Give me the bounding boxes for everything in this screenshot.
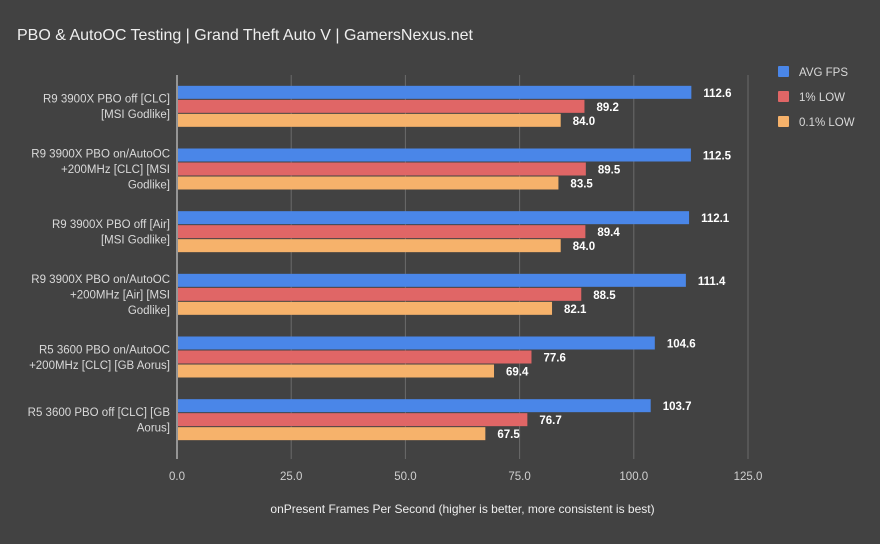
bar-1-low — [178, 287, 582, 301]
category-label: +200MHz [CLC] [GB Aorus] — [29, 360, 170, 372]
data-label: 103.7 — [663, 401, 692, 413]
category-label: R5 3600 PBO on/AutoOC — [39, 344, 170, 356]
x-tick-label: 75.0 — [508, 471, 530, 483]
bar-1-low — [178, 350, 532, 364]
data-label: 83.5 — [570, 179, 593, 191]
data-label: 89.2 — [596, 102, 618, 114]
category-label: R9 3900X PBO off [Air] — [52, 219, 170, 231]
category-label: Godlike] — [128, 305, 170, 317]
data-label: 89.4 — [597, 227, 620, 239]
data-label: 84.0 — [573, 241, 595, 253]
category-label: R9 3900X PBO off [CLC] — [43, 94, 170, 106]
legend-swatch — [778, 116, 789, 127]
data-label: 69.4 — [506, 367, 529, 379]
data-label: 104.6 — [667, 339, 696, 351]
legend-swatch — [778, 66, 789, 77]
chart-title: PBO & AutoOC Testing | Grand Theft Auto … — [17, 27, 473, 44]
data-label: 84.0 — [573, 116, 595, 128]
x-tick-label: 125.0 — [734, 471, 763, 483]
legend-label: 0.1% LOW — [799, 117, 855, 129]
bar-1-low — [178, 162, 586, 176]
category-label: +200MHz [CLC] [MSI — [61, 164, 170, 176]
bar-avg-fps — [178, 336, 655, 350]
bar-0-1-low — [178, 427, 486, 441]
x-axis-label: onPresent Frames Per Second (higher is b… — [270, 502, 655, 516]
bar-avg-fps — [178, 85, 692, 99]
data-label: 82.1 — [564, 304, 587, 316]
legend-label: AVG FPS — [799, 67, 848, 79]
x-tick-label: 0.0 — [169, 471, 185, 483]
data-label: 88.5 — [593, 290, 616, 302]
bar-1-low — [178, 413, 528, 427]
category-label: R9 3900X PBO on/AutoOC — [31, 149, 170, 161]
data-label: 112.6 — [703, 88, 731, 100]
bar-0-1-low — [178, 239, 561, 253]
bar-avg-fps — [178, 273, 686, 287]
bar-avg-fps — [178, 148, 691, 162]
data-label: 76.7 — [539, 415, 561, 427]
data-label: 89.5 — [598, 165, 621, 177]
data-label: 111.4 — [698, 276, 726, 288]
category-label: Aorus] — [137, 422, 170, 434]
category-label: R5 3600 PBO off [CLC] [GB — [28, 407, 171, 419]
category-label: +200MHz [Air] [MSI — [70, 289, 170, 301]
bar-1-low — [178, 99, 585, 113]
category-label: R9 3900X PBO on/AutoOC — [31, 274, 170, 286]
x-tick-label: 25.0 — [280, 471, 302, 483]
bar-avg-fps — [178, 399, 651, 413]
category-label: [MSI Godlike] — [101, 234, 170, 246]
category-label: [MSI Godlike] — [101, 109, 170, 121]
bar-0-1-low — [178, 301, 553, 315]
legend-label: 1% LOW — [799, 92, 845, 104]
category-label: Godlike] — [128, 180, 170, 192]
data-label: 112.5 — [703, 151, 732, 163]
bar-0-1-low — [178, 364, 495, 378]
data-label: 67.5 — [497, 429, 520, 441]
data-label: 112.1 — [701, 213, 730, 225]
legend-swatch — [778, 91, 789, 102]
bar-1-low — [178, 225, 586, 239]
x-tick-label: 100.0 — [619, 471, 648, 483]
bar-0-1-low — [178, 113, 561, 127]
x-tick-label: 50.0 — [394, 471, 416, 483]
data-label: 77.6 — [543, 353, 565, 365]
bar-0-1-low — [178, 176, 559, 190]
bar-avg-fps — [178, 211, 690, 225]
